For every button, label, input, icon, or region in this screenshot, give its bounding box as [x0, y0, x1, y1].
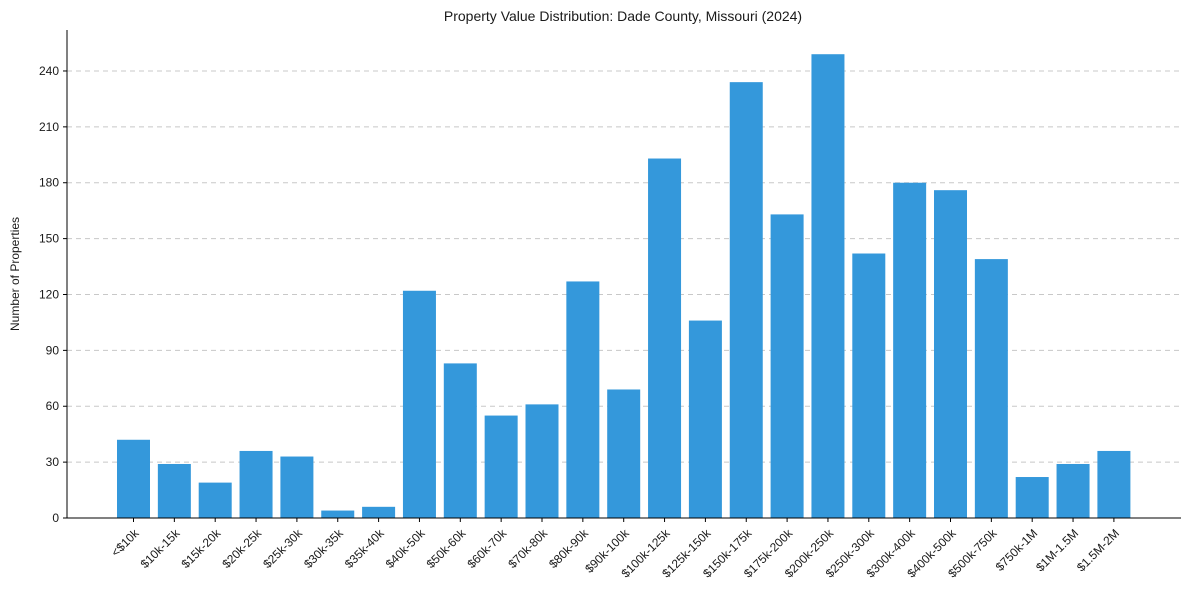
bar	[280, 456, 314, 518]
bar	[484, 415, 518, 518]
x-tick-label: $50k-60k	[424, 526, 470, 572]
x-tick-label: $35k-40k	[342, 526, 388, 572]
x-tick-label: <$10k	[108, 526, 142, 560]
x-tick-label: $20k-25k	[219, 526, 265, 572]
x-tick-label: $10k-15k	[138, 526, 184, 572]
y-tick-label: 150	[39, 232, 59, 246]
bar	[321, 510, 355, 518]
bar	[1056, 463, 1090, 518]
bar	[443, 363, 477, 518]
x-ticks: <$10k$10k-15k$15k-20k$20k-25k$25k-30k$30…	[108, 518, 1122, 580]
bar	[729, 82, 763, 519]
x-tick-label: $40k-50k	[383, 526, 429, 572]
bar	[402, 290, 436, 518]
y-tick-label: 120	[39, 287, 59, 301]
bar	[198, 482, 232, 518]
bar	[525, 404, 559, 518]
y-ticks: 0 30 60 90 120 150 180 210 240	[39, 64, 67, 525]
y-tick-label: 60	[46, 399, 60, 413]
bar	[974, 259, 1008, 518]
bars	[117, 54, 1131, 519]
chart-title: Property Value Distribution: Dade County…	[444, 8, 802, 24]
bar	[157, 463, 191, 518]
x-tick-label: $15k-20k	[179, 526, 225, 572]
bar	[852, 253, 886, 518]
x-tick-label: $25k-30k	[260, 526, 306, 572]
bar	[1015, 477, 1049, 518]
bar	[239, 450, 273, 518]
bar	[117, 439, 150, 518]
x-tick-label: $1M-1.5M	[1033, 526, 1081, 574]
bar	[607, 389, 641, 518]
y-tick-label: 210	[39, 120, 59, 134]
y-tick-label: 0	[52, 511, 59, 525]
bar	[893, 182, 927, 519]
y-tick-label: 180	[39, 176, 59, 190]
bar	[811, 54, 845, 519]
x-tick-label: $70k-80k	[505, 526, 551, 572]
bar	[934, 190, 967, 518]
y-tick-label: 30	[46, 455, 60, 469]
bar	[688, 320, 722, 518]
bar	[770, 214, 804, 518]
x-tick-label: $30k-35k	[301, 526, 347, 572]
x-tick-label: $60k-70k	[464, 526, 510, 572]
bar	[362, 506, 396, 518]
bar	[1097, 450, 1131, 518]
y-axis-label: Number of Properties	[8, 217, 22, 331]
bar	[648, 158, 682, 518]
bar	[566, 281, 600, 518]
x-tick-label: $1.5M-2M	[1074, 526, 1122, 574]
x-tick-label: $750k-1M	[993, 526, 1041, 574]
y-tick-label: 90	[46, 343, 60, 357]
y-tick-label: 240	[39, 64, 59, 78]
